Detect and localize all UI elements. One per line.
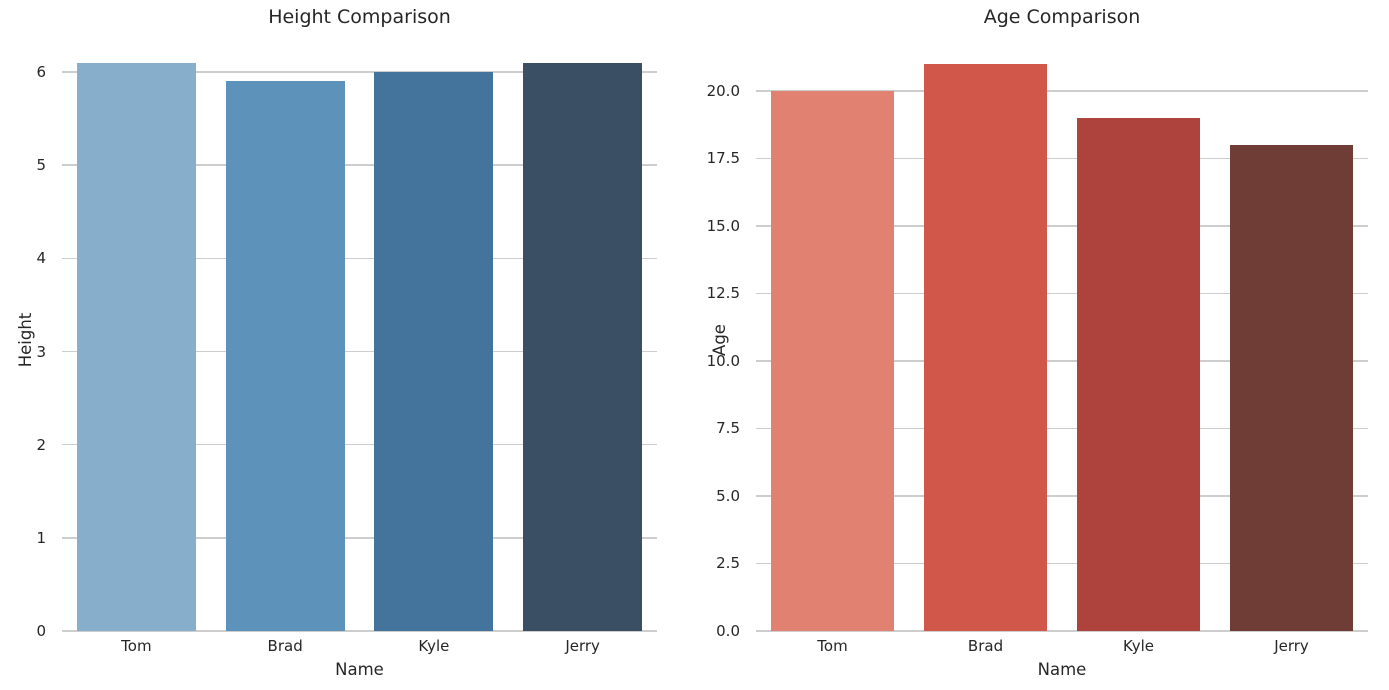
gridline (62, 350, 657, 353)
bar-jerry (523, 62, 643, 631)
bar-tom (771, 90, 894, 631)
y-tick-label: 7.5 (716, 419, 740, 438)
y-tick-label: 15.0 (706, 216, 740, 235)
age-comparison-chart: Age Comparison Age 0.0 2.5 5.0 7.5 10.0 12.5 1… (694, 0, 1389, 690)
y-tick-label: 5.0 (716, 486, 740, 505)
gridline (756, 562, 1368, 565)
gridline (756, 292, 1368, 295)
y-tick-label: 3 (36, 342, 46, 361)
x-tick-label: Tom (817, 637, 848, 655)
y-tick-label: 10.0 (706, 351, 740, 370)
x-tick-label: Jerry (565, 637, 600, 655)
x-tick-label: Kyle (1122, 637, 1155, 655)
gridline (62, 164, 657, 166)
y-tick-label: 2 (36, 435, 46, 454)
bar-brad (225, 81, 345, 631)
y-tick-label: 2.5 (716, 554, 740, 573)
gridline (756, 157, 1368, 160)
bar-kyle (1077, 117, 1200, 631)
plot-area (62, 45, 657, 632)
gridline (756, 225, 1368, 227)
bar-kyle (374, 72, 494, 631)
gridline (62, 71, 657, 73)
x-tick-label: Kyle (418, 637, 450, 655)
bar-jerry (1230, 144, 1353, 631)
y-tick-label: 0 (36, 622, 46, 640)
gridline (756, 630, 1368, 632)
y-tick-label: 12.5 (706, 284, 740, 303)
gridline (62, 257, 657, 260)
gridline (62, 443, 657, 446)
y-tick-label: 17.5 (706, 149, 740, 168)
x-tick-label: Tom (121, 637, 152, 655)
gridline (756, 360, 1368, 362)
y-axis-ticks: 0.0 2.5 5.0 7.5 10.0 12.5 15.0 17.5 20.0 (694, 0, 746, 690)
y-tick-label: 5 (36, 156, 46, 175)
bar-brad (924, 63, 1047, 631)
y-tick-label: 20.0 (706, 81, 740, 100)
x-axis-label: Name (1037, 660, 1087, 679)
y-tick-label: 4 (36, 249, 46, 268)
y-tick-label: 0.0 (716, 622, 740, 640)
gridline (62, 537, 657, 539)
gridline (756, 427, 1368, 430)
x-tick-label: Brad (967, 637, 1004, 655)
x-tick-label: Brad (267, 637, 303, 655)
y-tick-label: 1 (36, 528, 46, 547)
y-axis-ticks: 0 1 2 3 4 5 6 (0, 0, 52, 690)
chart-title: Age Comparison (983, 6, 1141, 28)
gridline (756, 90, 1368, 92)
x-tick-label: Jerry (1274, 637, 1309, 655)
x-axis-label: Name (335, 660, 384, 679)
bar-tom (76, 62, 196, 631)
plot-area (756, 45, 1368, 632)
chart-title: Height Comparison (268, 6, 451, 28)
gridline (756, 495, 1368, 497)
gridline (62, 630, 657, 632)
y-tick-label: 6 (36, 63, 46, 82)
